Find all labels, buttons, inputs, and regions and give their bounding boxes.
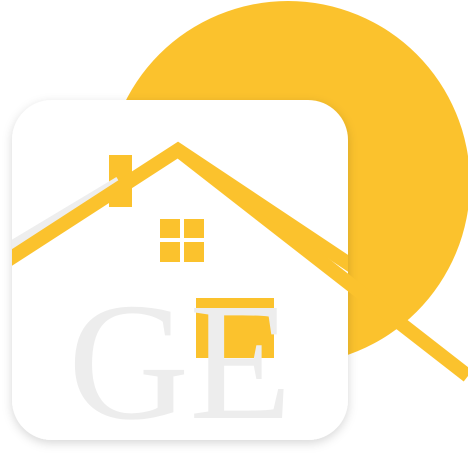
monogram-text: GE bbox=[68, 269, 292, 455]
roof-icon bbox=[12, 141, 348, 274]
window-icon bbox=[160, 219, 204, 262]
letter-accent bbox=[196, 298, 274, 358]
tile-content: GE bbox=[12, 141, 348, 455]
